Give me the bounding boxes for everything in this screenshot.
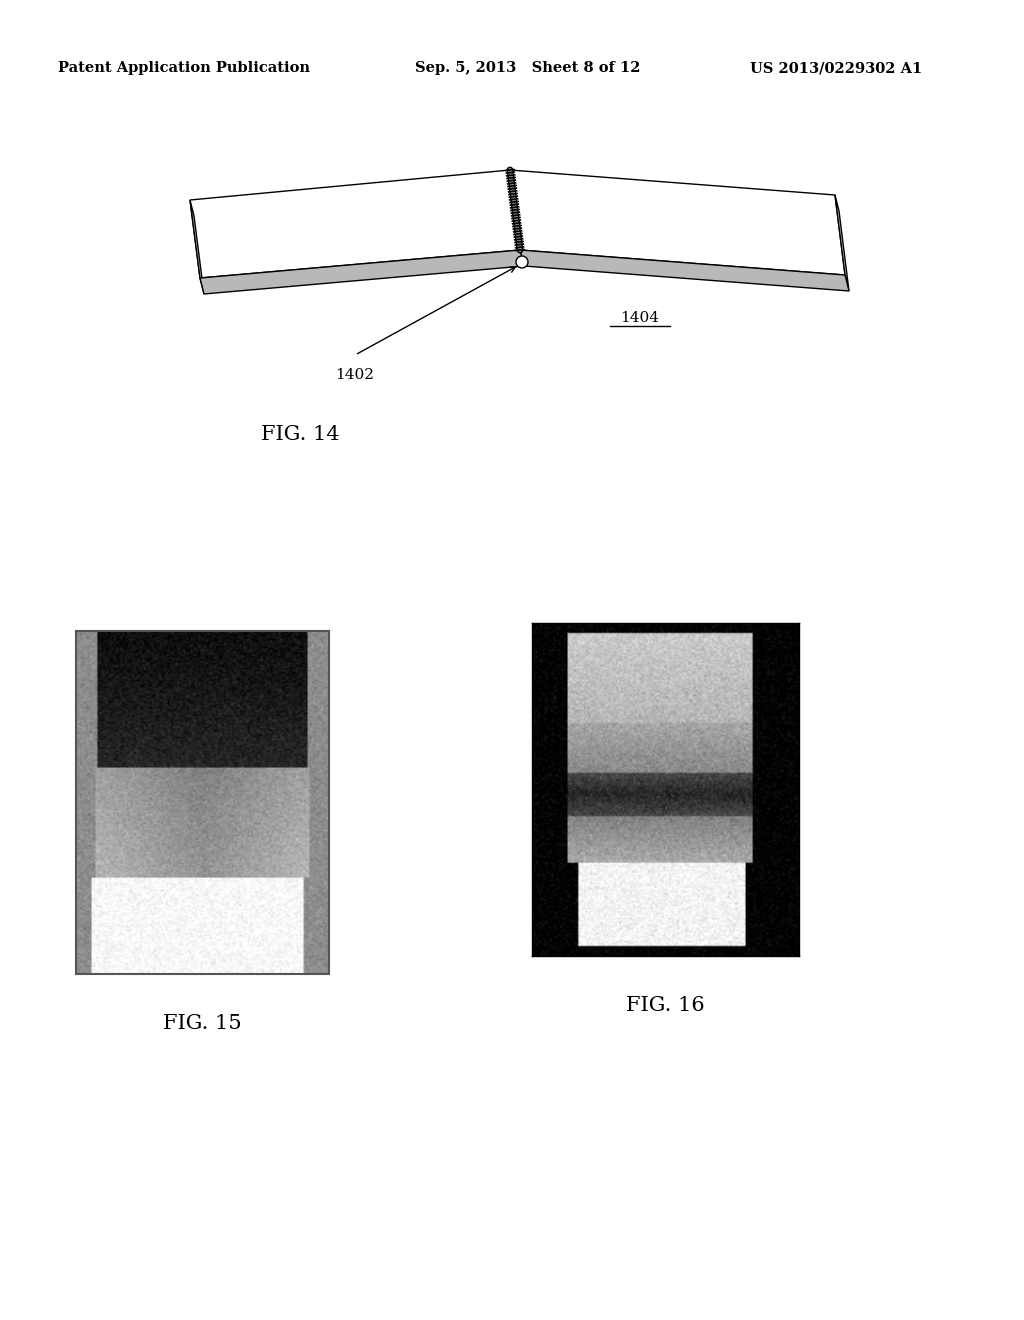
- Circle shape: [516, 256, 528, 268]
- Text: Sep. 5, 2013   Sheet 8 of 12: Sep. 5, 2013 Sheet 8 of 12: [415, 61, 640, 75]
- Text: FIG. 14: FIG. 14: [261, 425, 339, 445]
- Text: FIG. 15: FIG. 15: [163, 1014, 242, 1034]
- Polygon shape: [190, 201, 204, 294]
- Text: FIG. 16: FIG. 16: [627, 995, 705, 1015]
- Polygon shape: [200, 249, 524, 294]
- Polygon shape: [510, 170, 845, 275]
- Polygon shape: [520, 249, 849, 290]
- Text: US 2013/0229302 A1: US 2013/0229302 A1: [750, 61, 923, 75]
- Polygon shape: [190, 170, 520, 279]
- Text: 1402: 1402: [336, 368, 375, 381]
- Text: Patent Application Publication: Patent Application Publication: [58, 61, 310, 75]
- Text: 1404: 1404: [621, 312, 659, 325]
- Polygon shape: [835, 195, 849, 290]
